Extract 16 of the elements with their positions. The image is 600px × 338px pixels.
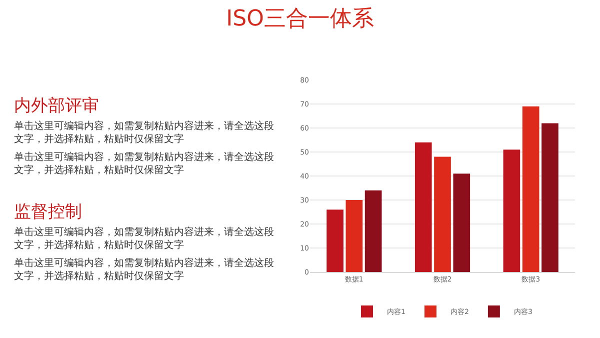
- chart-title: ISO三合一体系: [226, 6, 374, 32]
- text: 单击这里可编辑内容，如需复制粘贴内容进来，请全选这段文字，并选择粘贴，粘贴时仅保留文字: [14, 257, 274, 282]
- bar: [326, 210, 344, 272]
- bar: [453, 174, 470, 272]
- bar: [522, 106, 540, 272]
- bar: [434, 156, 451, 272]
- text: 单击这里可编辑内容，如需复制粘贴内容进来，请全选这段文字，并选择粘贴，粘贴时仅保留文字: [14, 120, 274, 145]
- bar: [503, 150, 520, 272]
- bar: [414, 142, 432, 272]
- text: 单击这里可编辑内容，如需复制粘贴内容进来，请全选这段文字，并选择粘贴，粘贴时仅保留文字: [14, 226, 274, 251]
- text: 内外部评审: [14, 96, 99, 116]
- bar: [346, 200, 363, 272]
- text: 监督控制: [14, 202, 82, 222]
- text: 单击这里可编辑内容，如需复制粘贴内容进来，请全选这段文字，并选择粘贴，粘贴时仅保留文字: [14, 151, 274, 176]
- bar: [364, 190, 382, 272]
- bar: [542, 123, 558, 272]
